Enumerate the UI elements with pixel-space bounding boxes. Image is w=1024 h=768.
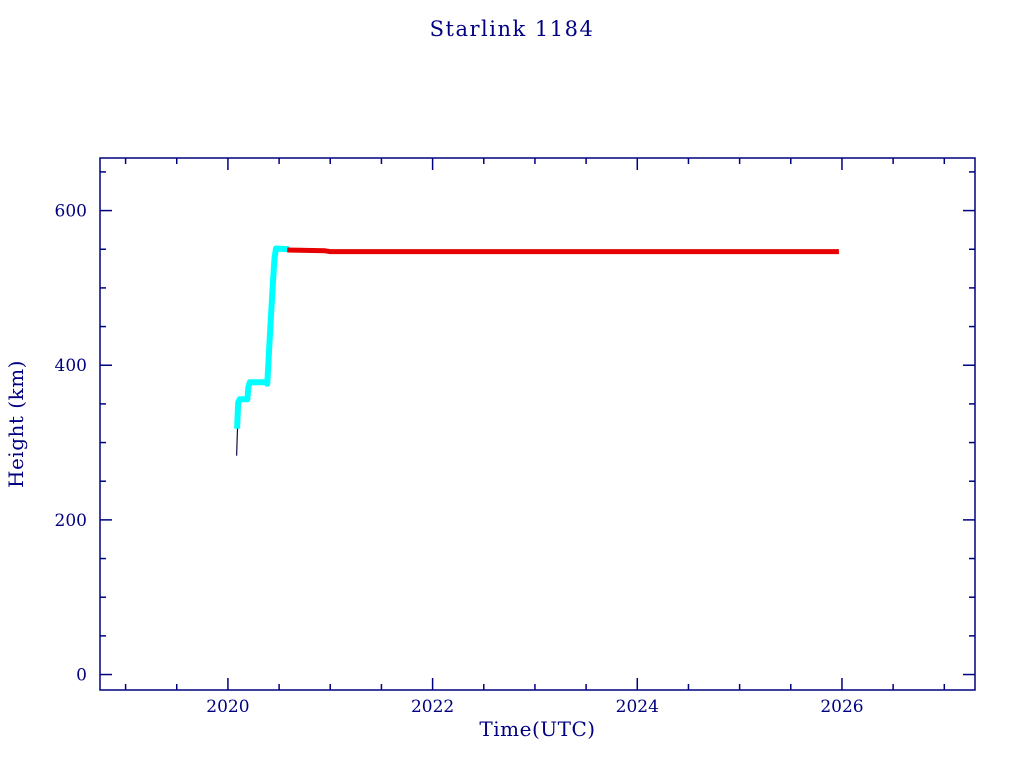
x-tick-label: 2022 (411, 697, 454, 717)
x-tick-label: 2020 (206, 697, 249, 717)
y-tick-label: 200 (55, 511, 87, 531)
y-tick-label: 600 (55, 202, 87, 222)
series-launch-ascent (236, 425, 239, 456)
y-tick-label: 0 (76, 666, 87, 686)
series-orbit-raising (234, 245, 290, 429)
y-tick-label: 400 (55, 356, 87, 376)
plot-border (99, 157, 976, 691)
x-tick-label: 2026 (820, 697, 863, 717)
chart-title: Starlink 1184 (429, 17, 595, 41)
x-tick-label: 2024 (616, 697, 659, 717)
y-axis-label: Height (km) (4, 360, 28, 488)
series-operational (287, 247, 839, 255)
x-axis-label: Time(UTC) (479, 717, 596, 741)
